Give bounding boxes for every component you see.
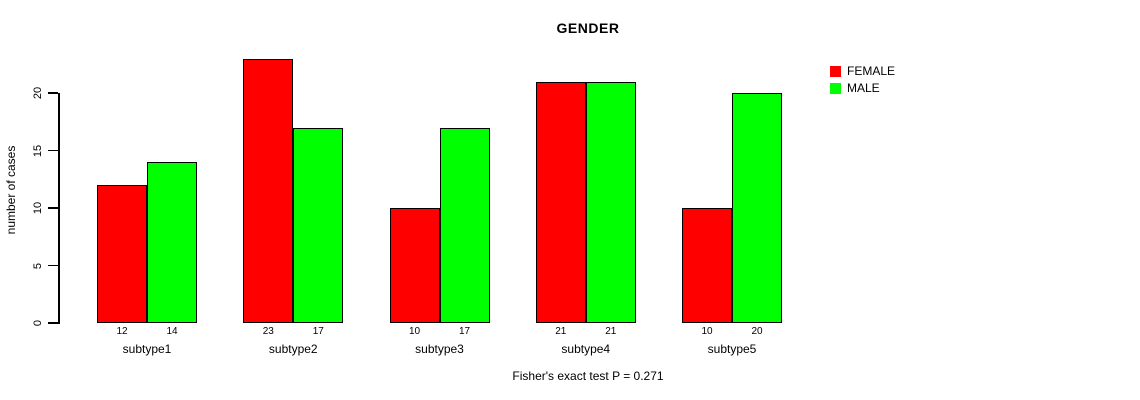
legend: FEMALE MALE [830, 64, 895, 98]
bar-female-subtype5 [682, 208, 732, 323]
legend-label: FEMALE [847, 64, 896, 78]
fisher-test-caption: Fisher's exact test P = 0.271 [512, 369, 664, 383]
bar-value-label: 12 [116, 326, 128, 337]
bar-female-subtype4 [535, 81, 586, 323]
bar-male-subtype5 [732, 93, 782, 323]
bar-value-label: 10 [408, 326, 421, 337]
y-tick-mark [48, 207, 58, 209]
bar-value-label: 21 [605, 326, 617, 337]
legend-label: MALE [847, 81, 880, 95]
bar-female-subtype3 [389, 208, 440, 323]
bar-value-label: 17 [312, 326, 324, 337]
bar-value-label: 21 [555, 326, 567, 337]
legend-swatch-male [830, 82, 841, 94]
y-axis-label: number of cases [4, 145, 18, 235]
y-tick-label: 20 [32, 86, 44, 100]
y-tick-label: 10 [32, 201, 44, 215]
y-tick-mark [48, 322, 58, 324]
bar-value-label: 17 [458, 326, 471, 337]
bar-male-subtype1 [147, 162, 197, 323]
category-label-subtype2: subtype2 [268, 342, 318, 356]
legend-item-male: MALE [830, 81, 895, 95]
bar-value-label: 10 [701, 326, 713, 337]
legend-item-female: FEMALE [830, 64, 895, 78]
chart-title: GENDER [556, 20, 620, 36]
category-label-subtype5: subtype5 [707, 342, 757, 356]
category-label-subtype3: subtype3 [415, 342, 464, 356]
legend-swatch-female [830, 65, 841, 77]
y-tick-label: 0 [32, 319, 44, 327]
y-tick-mark [48, 92, 58, 94]
category-label-subtype4: subtype4 [561, 342, 611, 356]
bar-female-subtype1 [97, 185, 147, 323]
y-tick-label: 15 [32, 144, 44, 157]
y-tick-mark [48, 264, 58, 267]
y-tick-mark [48, 149, 58, 152]
bar-female-subtype2 [243, 58, 294, 323]
y-axis-line [58, 92, 60, 324]
bar-male-subtype3 [439, 127, 490, 323]
category-label-subtype1: subtype1 [122, 342, 172, 356]
bar-value-label: 23 [262, 326, 274, 337]
bar-value-label: 20 [751, 326, 763, 337]
bar-value-label: 14 [166, 326, 178, 337]
y-tick-label: 5 [32, 262, 44, 269]
bar-male-subtype2 [293, 127, 344, 323]
bar-male-subtype4 [585, 81, 636, 323]
